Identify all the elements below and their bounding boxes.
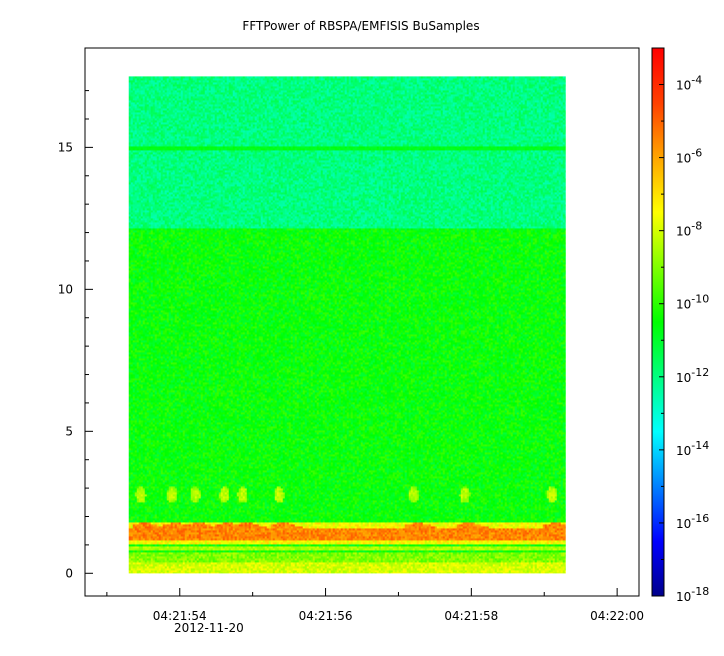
- y-tick-label: 5: [65, 424, 73, 438]
- x-tick-label: 04:21:56: [299, 609, 353, 623]
- x-tick-label: 04:21:54: [153, 609, 207, 623]
- colorbar: [651, 47, 665, 597]
- colorbar-gradient: [651, 47, 665, 597]
- y-axis: 0 5 10 15: [58, 90, 93, 580]
- x-axis-date-label: 2012-11-20: [174, 621, 244, 635]
- colorbar-tick-label: 10-16: [676, 512, 709, 531]
- y-tick-label: 0: [65, 566, 73, 580]
- y-tick-label: 15: [58, 140, 73, 154]
- y-tick-label: 10: [58, 282, 73, 296]
- colorbar-tick-label: 10-10: [676, 293, 709, 312]
- colorbar-tick-label: 10-6: [676, 147, 702, 166]
- x-tick-label: 04:21:58: [444, 609, 498, 623]
- colorbar-tick-label: 10-18: [676, 585, 709, 604]
- colorbar-tick-label: 10-14: [676, 439, 709, 458]
- colorbar-tick-label: 10-8: [676, 220, 702, 239]
- spectrogram-image: [128, 76, 566, 574]
- colorbar-tick-label: 10-12: [676, 366, 709, 385]
- x-axis: 04:21:54 04:21:56 04:21:58 04:22:00: [106, 588, 644, 623]
- colorbar-ticks: 10-4 10-6 10-8 10-10 10-12 10-14 10-16 10-18: [659, 47, 709, 604]
- spectrogram-raster: [128, 76, 566, 574]
- x-tick-label: 04:22:00: [590, 609, 644, 623]
- colorbar-tick-label: 10-4: [676, 74, 702, 93]
- chart-title: FFTPower of RBSPA/EMFISIS BuSamples: [242, 19, 479, 33]
